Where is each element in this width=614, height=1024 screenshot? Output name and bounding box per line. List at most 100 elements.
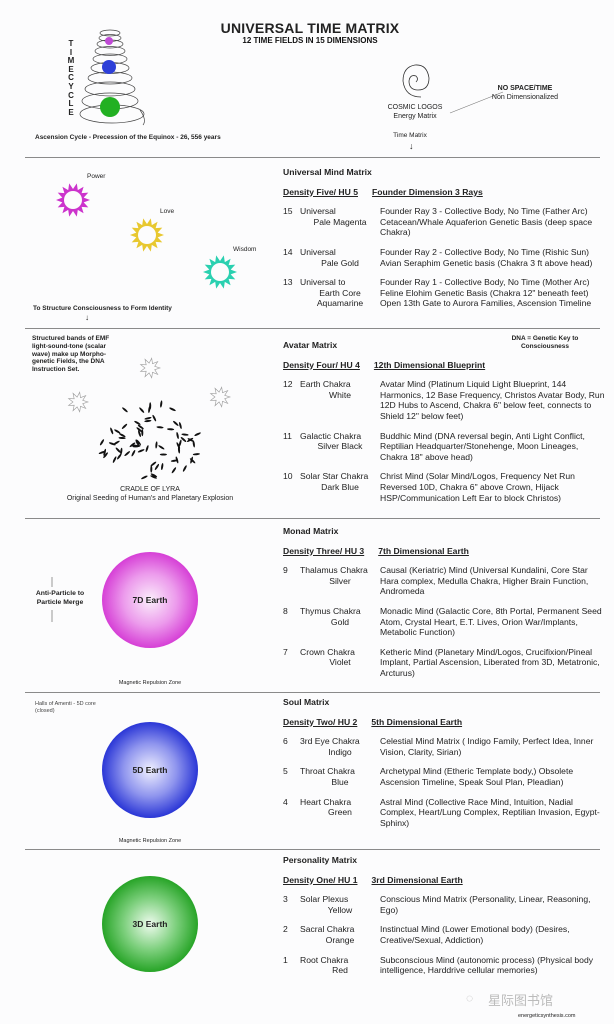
chakra-description: Archetypal Mind (Etheric Template body,)… (380, 766, 574, 787)
chakra-row: 13 Universal to Earth Core Aquamarine Founde… (283, 277, 608, 309)
chakra-name: Solar Plexus Yellow (300, 894, 380, 915)
section-heading: Monad Matrix (283, 526, 339, 536)
anti-particle-label-1: Anti-Particle to (35, 590, 85, 597)
lyra-seed (169, 407, 176, 412)
down-arrow-icon: ↓ (409, 141, 414, 151)
lyra-seed (194, 432, 201, 437)
lyra-seed (156, 426, 164, 429)
lyra-seed (189, 458, 196, 464)
chakra-name-line: Universal to (300, 277, 346, 288)
chakra-name-line: Earth Chakra (300, 379, 351, 390)
chakra-name-line: Crown Chakra (300, 646, 355, 657)
density-title: 12th Dimensional Blueprint (373, 359, 486, 370)
section-heading: Personality Matrix (283, 855, 358, 865)
cosmic-logos-spiral-icon (402, 64, 430, 98)
density-heading: Density Five/ HU 5 Founder Dimension 3 Ra… (283, 187, 608, 198)
watermark: 星际图书馆 (488, 993, 554, 1008)
chakra-row: 9 Thalamus Chakra Silver Causal (Keriatric)… (283, 565, 608, 597)
chakra-number: 5 (283, 766, 288, 777)
chakra-name: Galactic Chakra Silver Black (300, 431, 380, 463)
lyra-seed (120, 447, 123, 455)
chakra-name: Thymus Chakra Gold (300, 606, 380, 638)
section-heading: Avatar Matrix (283, 340, 338, 350)
emf-note-line: genetic Fields, the DNA (32, 358, 105, 366)
chakra-description: Celestial Mind Matrix ( Indigo Family, P… (380, 736, 594, 757)
chakra-row: 3 Solar Plexus Yellow Conscious Mind Matrix… (283, 894, 608, 915)
lyra-seed (159, 453, 167, 456)
chakra-description: Conscious Mind Matrix (Personality, Line… (380, 894, 591, 915)
chakra-name: Thalamus Chakra Silver (300, 565, 380, 597)
magnetic-zone-label: Magnetic Repulsion Zone (118, 680, 182, 686)
gray-star-icon (67, 391, 89, 413)
chakra-row: 12 Earth Chakra White Avatar Mind (Platinum… (283, 379, 608, 421)
chakra-name-line: Gold (330, 616, 350, 627)
chakra-number: 14 (283, 246, 293, 257)
chakra-name-line: Silver (329, 575, 351, 586)
density-heading: Density Two/ HU 2 5th Dimensional Earth (283, 717, 608, 728)
lyra-seed (150, 473, 158, 478)
chakra-row: 5 Throat Chakra Blue Archetypal Mind (Ether… (283, 766, 608, 787)
lyra-seed (154, 463, 160, 471)
chakra-name: Earth Chakra White (300, 379, 380, 421)
chakra-name-line: Pale Magenta (313, 216, 367, 227)
chakra-row: 15 Universal Pale Magenta Founder Ray 3 - C… (283, 206, 608, 238)
chakra-name-line: Violet (329, 657, 351, 668)
section-heading: Soul Matrix (283, 697, 330, 707)
lyra-seed (150, 475, 157, 479)
lyra-seed (145, 445, 149, 453)
section-avatar-matrix: Avatar Matrix Density Four/ HU 4 12th Dime… (283, 340, 608, 512)
down-arrow-icon: ↓ (85, 313, 89, 322)
chakra-name: Sacral Chakra Orange (300, 924, 380, 945)
lyra-title: CRADLE OF LYRA (120, 486, 180, 493)
lyra-seed (144, 419, 152, 423)
lyra-seed (98, 450, 106, 454)
cosmic-logos-label: COSMIC LOGOS (387, 104, 443, 111)
lyra-seed (167, 428, 175, 431)
chakra-name: 3rd Eye Chakra Indigo (300, 736, 380, 757)
chakra-row: 2 Sacral Chakra Orange Instinctual Mind (Lo… (283, 924, 608, 945)
lyra-seed (178, 439, 182, 447)
chakra-row: 14 Universal Pale Gold Founder Ray 2 - Coll… (283, 247, 608, 268)
lyra-seed (141, 429, 144, 437)
power-label: Power (87, 173, 106, 180)
halls-amenti-label-2: (closed) (35, 708, 55, 714)
arrow-to-no-space (449, 91, 504, 114)
chakra-number: 1 (283, 954, 288, 965)
lyra-seed (155, 441, 158, 449)
chakra-name-line: Dark Blue (321, 481, 359, 492)
sphere-3d-earth (102, 876, 198, 972)
chakra-name: Crown Chakra Violet (300, 647, 380, 679)
halls-amenti-label-1: Halls of Amenti - 5D core (35, 701, 96, 707)
chakra-row: 11 Galactic Chakra Silver Black Buddhic Min… (283, 431, 608, 463)
density-heading: Density One/ HU 1 3rd Dimensional Earth (283, 875, 608, 886)
chakra-name-line: Pale Gold (321, 257, 359, 268)
ascension-caption: Ascension Cycle - Precession of the Equi… (35, 134, 221, 141)
magnetic-zone-label: Magnetic Repulsion Zone (118, 838, 182, 844)
chakra-description: Instinctual Mind (Lower Emotional body) … (380, 924, 570, 945)
dna-note-1: DNA = Genetic Key to (511, 335, 579, 342)
chakra-number: 13 (283, 277, 293, 288)
chakra-name-line: Solar Plexus (300, 894, 349, 905)
chakra-name-line: Orange (325, 934, 355, 945)
lyra-seed (117, 453, 122, 460)
chakra-name-line: 3rd Eye Chakra (300, 736, 360, 747)
lyra-seed (121, 423, 128, 430)
section-personality-matrix: Personality Matrix Density One/ HU 1 3rd D… (283, 855, 608, 985)
chakra-name-line: Universal (300, 206, 336, 217)
density-title: 7th Dimensional Earth (378, 545, 469, 556)
sphere-5d-earth (102, 722, 198, 818)
lyra-seed (119, 433, 126, 438)
lyra-seed (114, 429, 121, 434)
lyra-seed (110, 427, 114, 435)
lyra-seed (192, 440, 195, 448)
lyra-seed (133, 445, 141, 448)
chakra-row: 4 Heart Chakra Green Astral Mind (Collectiv… (283, 797, 608, 829)
gray-star-icon (209, 386, 231, 408)
divider (25, 849, 600, 850)
chakra-name: Throat Chakra Blue (300, 766, 380, 787)
chakra-name-line: Earth Core (319, 287, 361, 298)
earth-5d-label: 5D Earth (132, 765, 168, 775)
chakra-name-line: Red (332, 965, 348, 976)
chakra-number: 3 (283, 894, 288, 905)
